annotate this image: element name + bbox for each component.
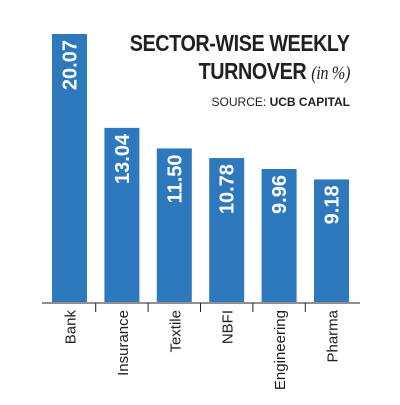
source-name: UCB CAPITAL [269, 95, 350, 109]
bar-nbfi [209, 158, 245, 302]
category-label-nbfi: NBFI [220, 310, 237, 344]
category-label-bank: Bank [63, 310, 80, 345]
chart-title-line-1: SECTOR-WISE WEEKLY [130, 30, 350, 56]
bar-textile [156, 148, 192, 302]
value-label-insurance: 13.04 [112, 133, 134, 184]
bar-pharma [314, 179, 349, 302]
value-label-nbfi: 10.78 [217, 164, 239, 214]
value-label-bank: 20.07 [60, 40, 82, 90]
source-credit: SOURCE: UCB CAPITAL [212, 95, 350, 109]
category-label-insurance: Insurance [115, 310, 132, 376]
source-label: SOURCE: [211, 95, 267, 109]
value-label-pharma: 9.18 [322, 185, 344, 224]
category-label-engineering: Engineering [272, 310, 289, 390]
chart-title-text: TURNOVER [198, 58, 307, 84]
category-label-pharma: Pharma [325, 309, 342, 362]
bar-engineering [261, 169, 297, 302]
value-label-textile: 11.50 [164, 154, 186, 203]
bar-bank [52, 34, 87, 302]
chart-title-unit: (in %) [311, 63, 350, 84]
bar-insurance [104, 127, 140, 302]
value-label-engineering: 9.96 [269, 175, 291, 214]
category-label-textile: Textile [167, 310, 184, 353]
chart-title-line-2: TURNOVER (in %) [198, 58, 351, 85]
